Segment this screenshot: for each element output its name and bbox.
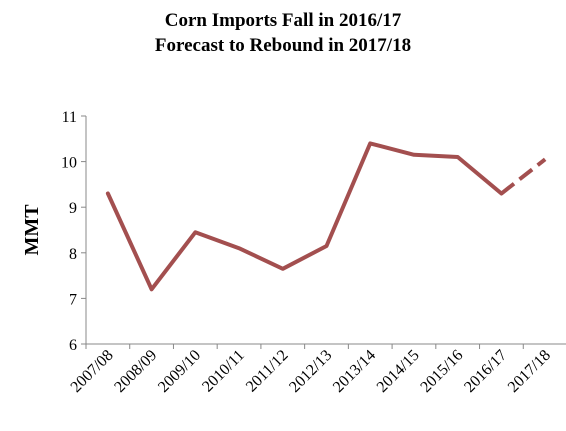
x-tick-label: 2009/10	[155, 347, 204, 396]
series	[105, 141, 547, 292]
x-tick-label: 2013/14	[330, 347, 379, 396]
x-tick-label: 2010/11	[199, 347, 248, 396]
x-tick-label: 2014/15	[374, 347, 423, 396]
series-line	[105, 141, 504, 292]
y-tick-label: 9	[69, 200, 77, 217]
y-tick-label: 10	[61, 155, 77, 172]
y-tick-label: 7	[69, 291, 77, 308]
y-tick-label: 8	[69, 246, 77, 263]
series-forecast-segment	[500, 157, 547, 196]
x-tick-label: 2011/12	[243, 347, 292, 396]
x-tick-label: 2016/17	[461, 347, 510, 396]
x-tick-label: 2017/18	[505, 347, 554, 396]
x-tick-label: 2007/08	[68, 347, 117, 396]
axes	[85, 116, 566, 345]
x-tick-label: 2008/09	[111, 347, 160, 396]
chart-title-line-2: Forecast to Rebound in 2017/18	[155, 35, 411, 56]
y-tick-label: 11	[62, 109, 77, 126]
y-axis-label: MMT	[21, 204, 43, 256]
chart-title-line-1: Corn Imports Fall in 2016/17	[165, 10, 402, 31]
x-tick-label: 2012/13	[286, 347, 335, 396]
x-tick-label: 2015/16	[417, 347, 466, 396]
y-tick-label: 6	[69, 337, 77, 354]
